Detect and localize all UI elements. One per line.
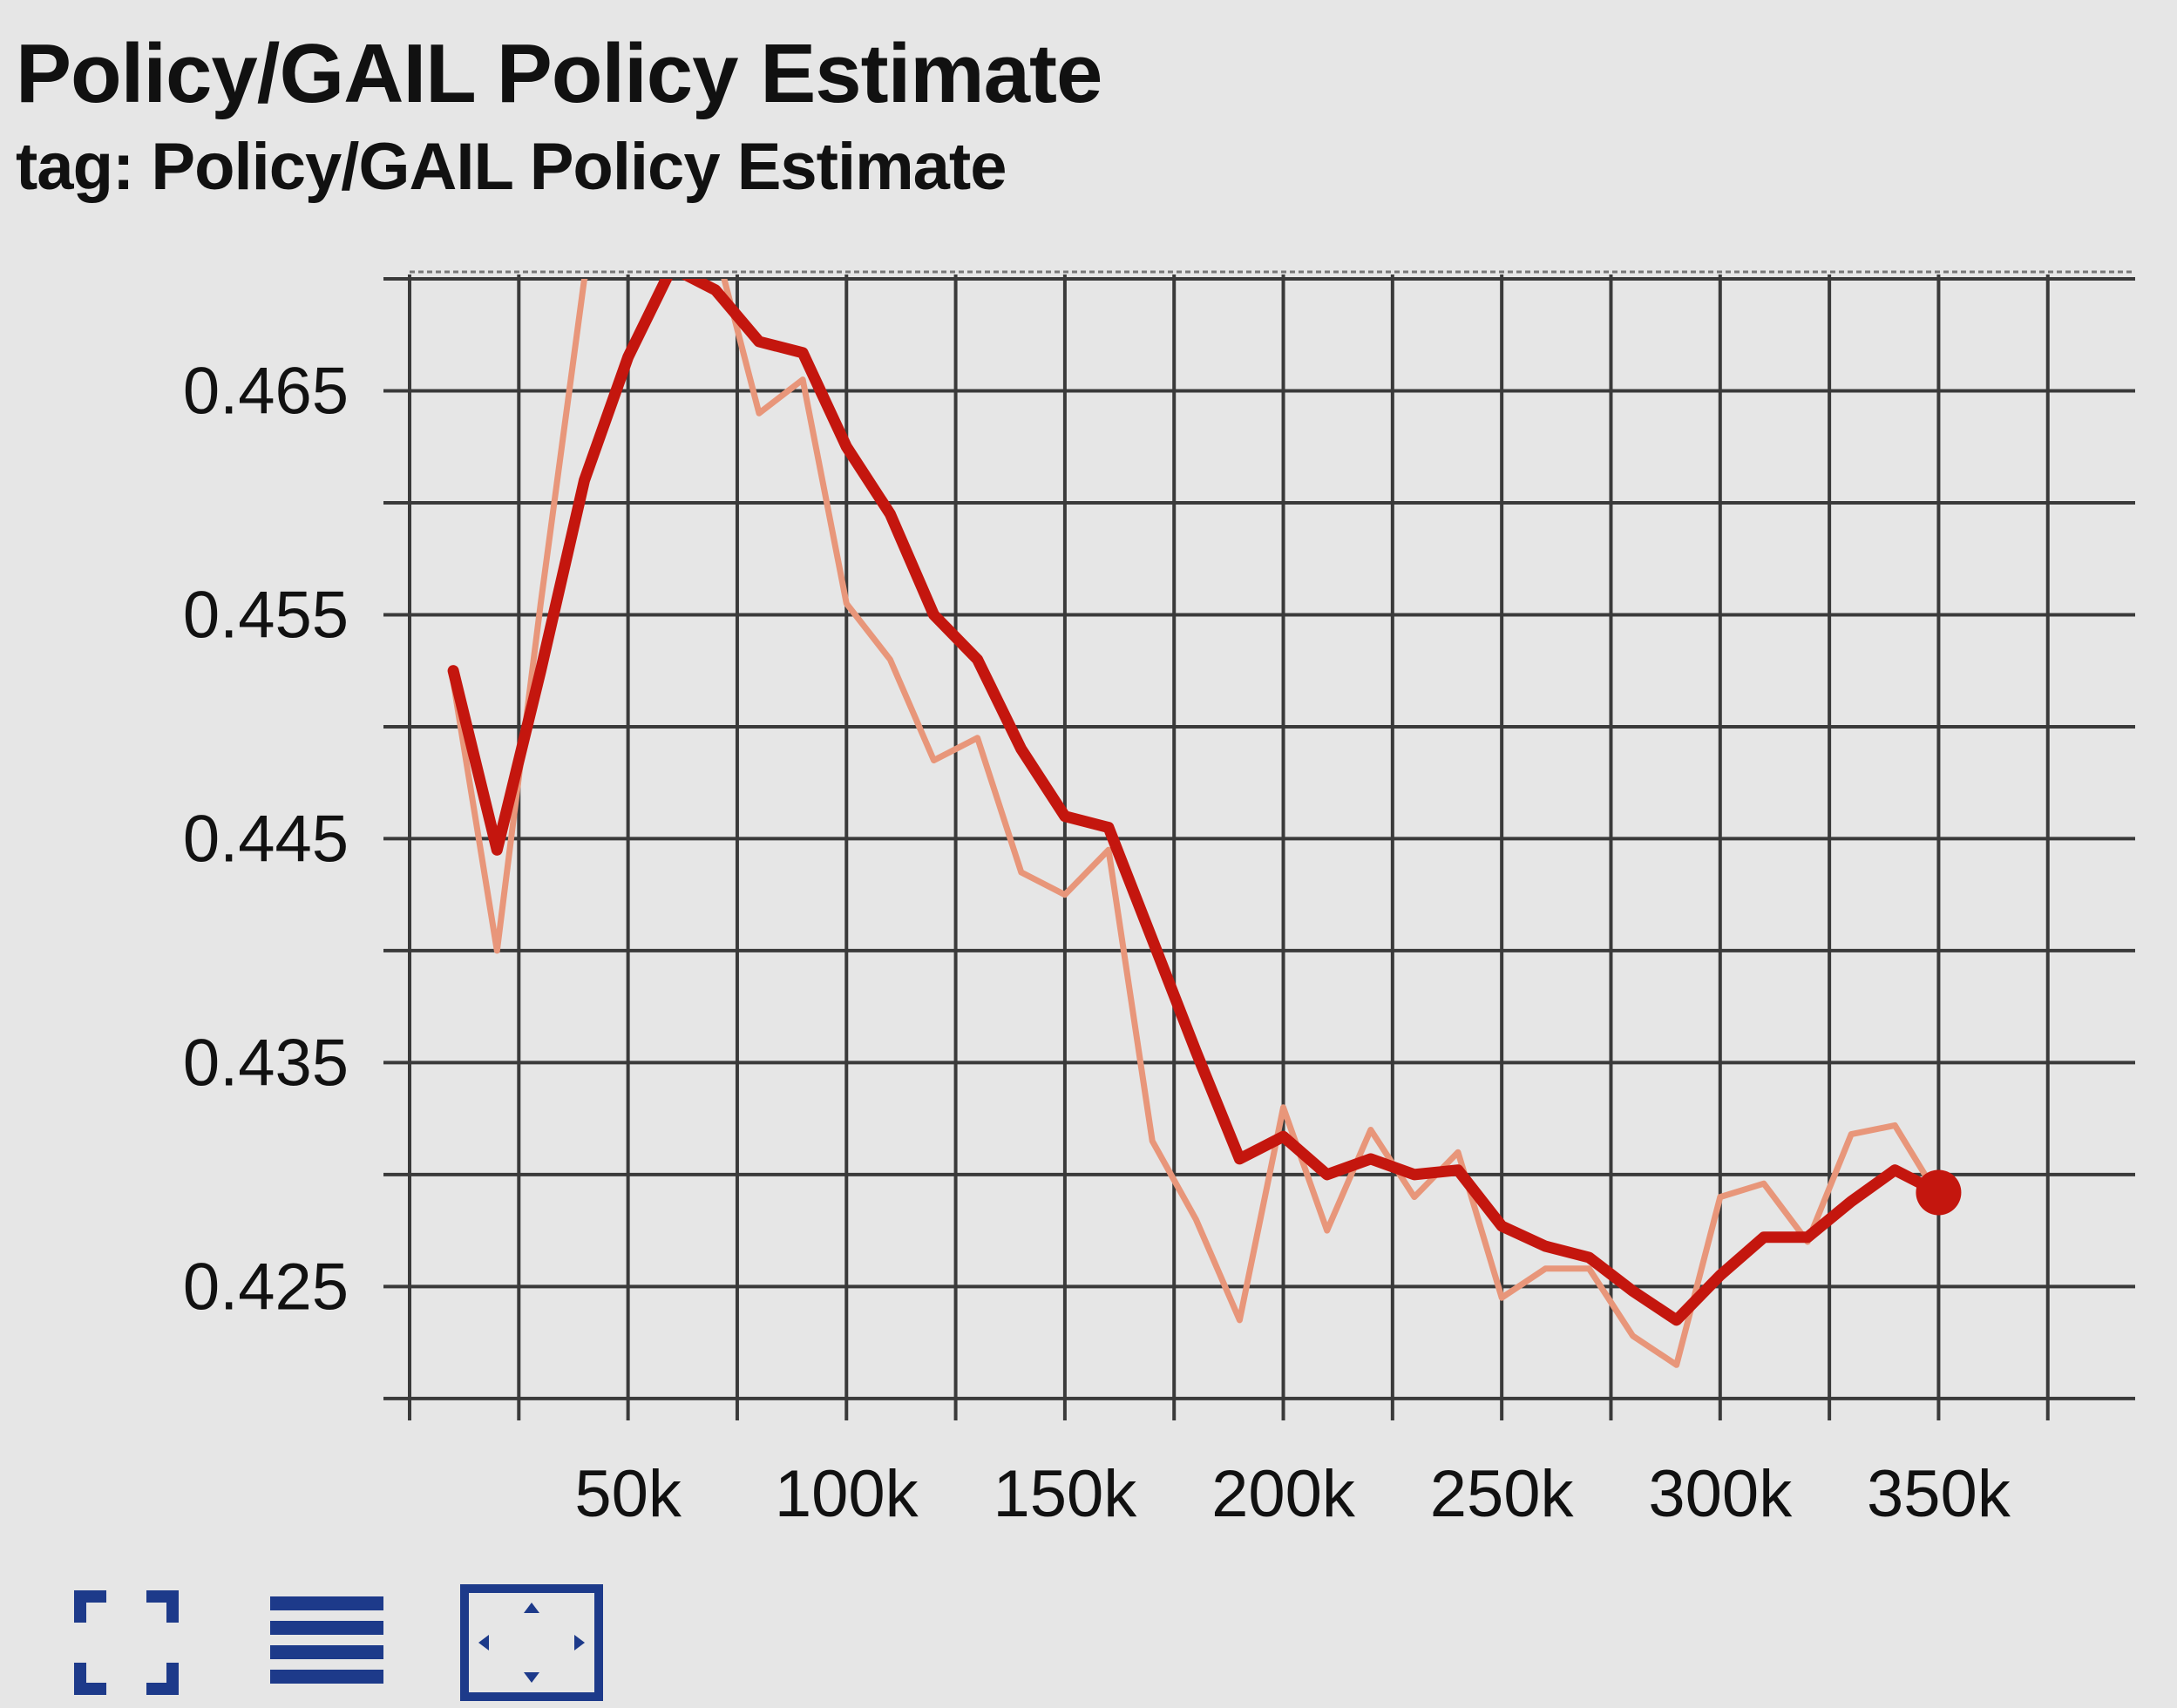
y-tick-label: 0.425 (183, 1250, 349, 1324)
series-lines (447, 279, 1962, 1368)
x-tick-label: 350k (1867, 1457, 2011, 1531)
last-point-marker (1916, 1169, 1962, 1216)
y-axis-ticks: 0.425 0.435 0.445 0.455 0.465 (183, 354, 349, 1324)
chart-tag-subtitle: tag: Policy/GAIL Policy Estimate (16, 130, 1007, 204)
x-tick-label: 250k (1430, 1457, 1575, 1531)
y-tick-label: 0.435 (183, 1026, 349, 1100)
toggle-log-scale-button[interactable] (261, 1586, 392, 1699)
chart-title: Policy/GAIL Policy Estimate (16, 27, 1102, 120)
x-tick-label: 100k (775, 1457, 919, 1531)
x-tick-label: 150k (993, 1457, 1137, 1531)
x-tick-label: 300k (1648, 1457, 1793, 1531)
fit-domain-button[interactable] (458, 1582, 606, 1704)
raw-series-line (450, 279, 1942, 1368)
list-icon (270, 1596, 383, 1684)
x-tick-label: 50k (574, 1457, 682, 1531)
y-tick-label: 0.465 (183, 354, 349, 428)
expand-icon (74, 1590, 179, 1695)
fit-domain-icon (460, 1584, 603, 1701)
grid-lines (383, 270, 2135, 1420)
x-tick-label: 200k (1211, 1457, 1356, 1531)
line-chart[interactable]: 0.425 0.435 0.445 0.455 0.465 50k 100k 150k 200… (0, 0, 2177, 1569)
y-tick-label: 0.455 (183, 578, 349, 652)
x-axis-ticks: 50k 100k 150k 200k 250k 300k 350k (574, 1457, 2011, 1531)
y-tick-label: 0.445 (183, 802, 349, 876)
fullscreen-button[interactable] (70, 1586, 183, 1699)
smoothed-series-line (447, 279, 1944, 1326)
